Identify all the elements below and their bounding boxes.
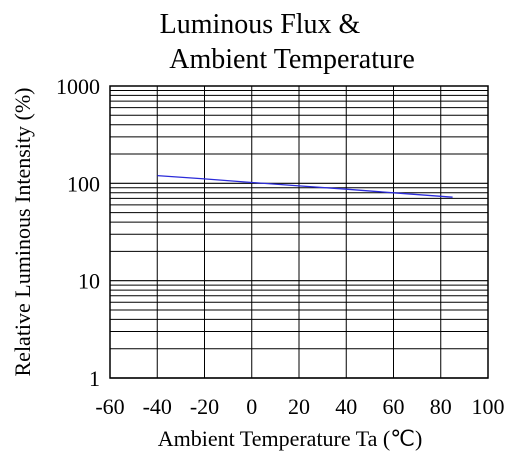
- x-tick-label: 60: [383, 394, 405, 419]
- y-tick-label: 1: [89, 366, 100, 391]
- x-tick-label: 0: [246, 394, 257, 419]
- y-tick-label: 100: [67, 171, 100, 196]
- x-tick-label: -20: [190, 394, 219, 419]
- y-tick-label: 1000: [56, 74, 100, 99]
- x-tick-label: 80: [430, 394, 452, 419]
- series-line: [157, 174, 453, 198]
- plot-frame: [109, 85, 489, 379]
- x-tick-label: -40: [143, 394, 172, 419]
- x-axis-label: Ambient Temperature Ta (℃): [158, 426, 423, 451]
- y-tick-label: 10: [78, 269, 100, 294]
- x-tick-labels: -60 -40 -20 0 20 40 60 80 100: [95, 394, 504, 419]
- chart-title-line-1: Luminous Flux &: [160, 9, 361, 40]
- grid: [109, 86, 489, 379]
- series-layer: [157, 174, 453, 198]
- x-tick-label: 20: [288, 394, 310, 419]
- y-axis-label: Relative Luminous Intensity (%): [10, 88, 35, 377]
- x-tick-label: -60: [95, 394, 124, 419]
- x-tick-label: 100: [472, 394, 505, 419]
- chart-title-line-2: Ambient Temperature: [169, 44, 415, 75]
- y-tick-labels: 1 10 100 1000: [56, 74, 100, 391]
- x-tick-label: 40: [335, 394, 357, 419]
